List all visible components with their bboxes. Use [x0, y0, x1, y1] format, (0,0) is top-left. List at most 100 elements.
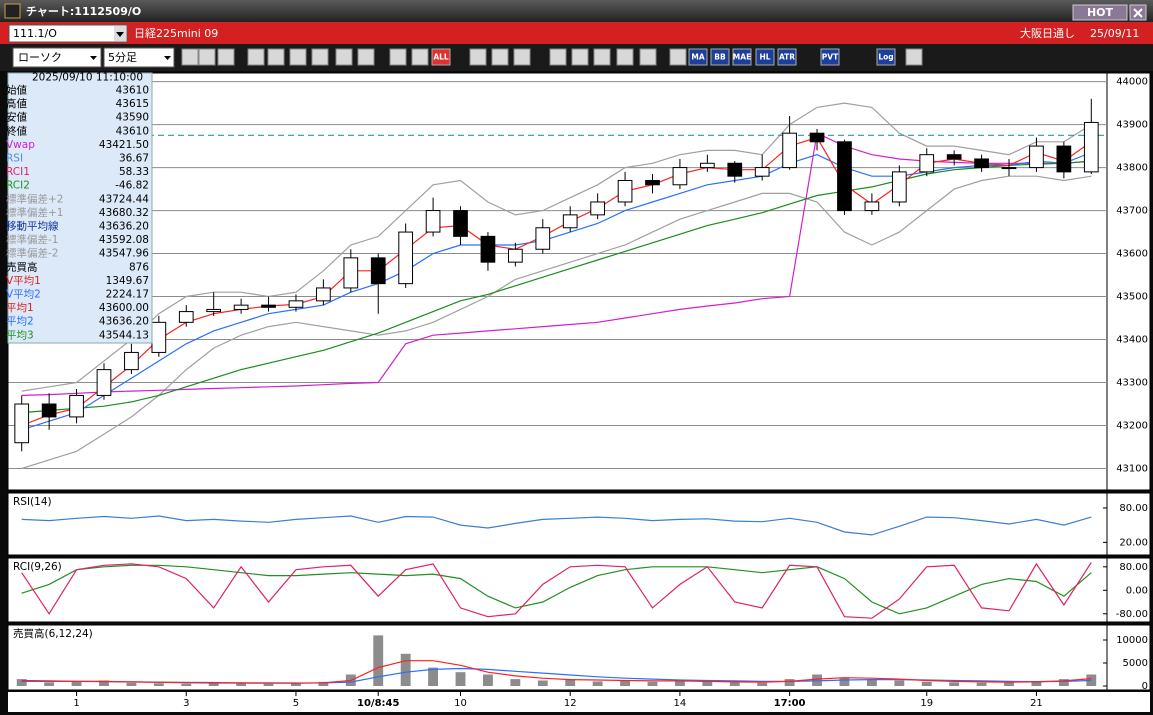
style-select-label[interactable]: ローソク [18, 51, 62, 64]
candle-body [233, 304, 249, 310]
y-tick-label: 0 [1142, 681, 1148, 692]
indicator-line [21, 562, 1092, 619]
tool-icon[interactable] [357, 48, 375, 66]
candle-body [453, 210, 468, 237]
symbol[interactable]: 111.1/O [13, 27, 57, 40]
tool-icon[interactable] [593, 48, 611, 66]
tool-button-label[interactable]: HL [759, 53, 770, 62]
volume-bar [729, 682, 740, 686]
volume-bar [949, 682, 960, 686]
interval-select[interactable] [103, 47, 175, 68]
y-tick-label: 43900 [1116, 120, 1148, 131]
title-bar [0, 0, 1153, 22]
volume-bar [236, 683, 247, 686]
candle-body [96, 369, 112, 396]
tool-button[interactable] [755, 48, 775, 66]
app-icon [4, 3, 21, 19]
volume-bar [592, 681, 603, 686]
info-value: 43615 [116, 98, 149, 110]
x-tick-label: 1 [73, 698, 79, 709]
volume-bar [757, 682, 768, 686]
panel-bg [8, 558, 1150, 622]
tool-button-label[interactable]: MA [691, 53, 704, 62]
tool-icon[interactable] [513, 48, 531, 66]
y-tick-label: 44000 [1116, 77, 1148, 88]
tool-button[interactable] [688, 48, 708, 66]
tool-icon[interactable] [311, 48, 329, 66]
tool-icon[interactable] [411, 48, 429, 66]
tool-button[interactable] [431, 48, 451, 66]
candle-body [837, 141, 852, 212]
tool-button[interactable] [876, 48, 896, 66]
info-value: 43680.32 [99, 207, 149, 219]
tool-icon[interactable] [616, 48, 634, 66]
tool-icon[interactable] [669, 48, 687, 66]
panel-border [7, 492, 1151, 556]
tool-icon[interactable] [198, 48, 216, 66]
tool-button[interactable] [710, 48, 730, 66]
volume-bar [208, 682, 219, 686]
tool-button-label[interactable]: ALL [433, 53, 449, 62]
tool-icon[interactable] [335, 48, 353, 66]
volume-bar [921, 681, 932, 686]
tool-icon[interactable] [571, 48, 589, 66]
tool-button-label[interactable]: Log [878, 53, 893, 62]
tool-icon[interactable] [289, 48, 307, 66]
interval-select-label[interactable]: 5分足 [108, 51, 137, 64]
tool-button[interactable] [777, 48, 797, 66]
volume-bar [71, 681, 82, 686]
tool-button-label[interactable]: ATR [779, 53, 795, 62]
panel: 80.00 0.00 -80.00 RCI(9,26) [7, 557, 1151, 623]
tool-button-label[interactable]: PVT [822, 53, 839, 62]
info-label: 標準偏差-2 [6, 247, 58, 260]
dropdown-arrow [164, 56, 171, 60]
y-tick-label: 5000 [1123, 658, 1148, 669]
tool-icon[interactable] [491, 48, 509, 66]
tool-icon[interactable] [639, 48, 657, 66]
volume-bar [455, 672, 466, 686]
volume-bar [537, 680, 548, 686]
tool-button-label[interactable]: BB [714, 53, 726, 62]
volume-bar [16, 679, 27, 686]
info-value: 876 [129, 261, 149, 273]
tool-icon[interactable] [267, 48, 285, 66]
candle-body [343, 257, 359, 289]
x-tick-label: 10 [454, 698, 467, 709]
tool-icon[interactable] [549, 48, 567, 66]
indicator-line [21, 136, 1092, 427]
candle-body [288, 300, 304, 308]
symbol-box[interactable] [8, 24, 128, 43]
tool-icon[interactable] [389, 48, 407, 66]
tool-button[interactable] [820, 48, 840, 66]
volume-bar [263, 683, 274, 686]
tool-icon[interactable] [905, 48, 923, 66]
info-panel: 2025/09/10 11:10:00 始値 43610 高値 43615 安値 43590… [6, 72, 153, 344]
info-value: 1349.67 [106, 275, 149, 287]
candle-body [124, 351, 139, 371]
tool-icon[interactable] [181, 48, 199, 66]
tool-icon[interactable] [469, 48, 487, 66]
plot-clip [21, 515, 1092, 536]
plot-clip [8, 98, 1107, 470]
candle-body [1001, 167, 1017, 170]
y-tick-label: 43100 [1116, 464, 1148, 475]
hot-label[interactable]: HOT [1087, 6, 1114, 19]
tool-button[interactable] [732, 48, 752, 66]
tool-icon[interactable] [247, 48, 265, 66]
x-tick-label: 5 [293, 698, 299, 709]
plot-clip [16, 635, 1097, 686]
indicator-line [21, 175, 1092, 470]
style-select[interactable] [12, 47, 102, 68]
tool-button-label[interactable]: MAE [733, 53, 751, 62]
info-value: 58.33 [119, 166, 149, 178]
hot-button[interactable] [1072, 4, 1128, 21]
x-tick-label: 12 [564, 698, 577, 709]
window-title: チャート:1112509/O [26, 5, 141, 18]
candle-body [1029, 145, 1044, 169]
header-bar [0, 22, 1153, 44]
info-label: RSI [6, 153, 23, 165]
info-datetime: 2025/09/10 11:10:00 [32, 72, 143, 84]
tool-icon[interactable] [217, 48, 235, 66]
x-tick-label: 3 [183, 698, 189, 709]
